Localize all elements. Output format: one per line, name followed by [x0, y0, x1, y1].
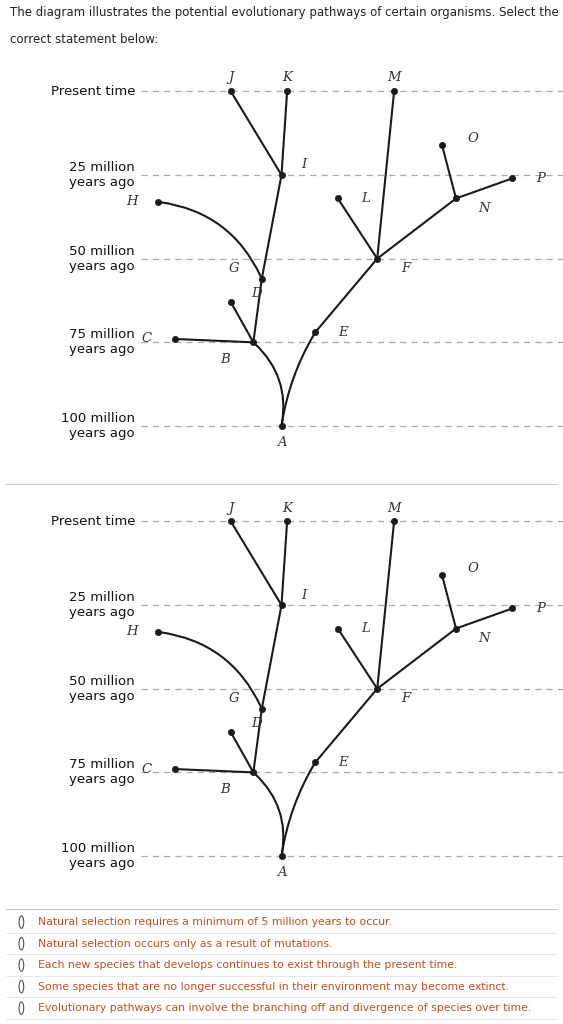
Text: I: I: [301, 589, 307, 601]
Text: 100 million
years ago: 100 million years ago: [61, 842, 135, 870]
Text: B: B: [220, 782, 230, 796]
Text: M: M: [387, 72, 401, 84]
Text: N: N: [479, 632, 490, 645]
Text: A: A: [276, 866, 287, 880]
Text: F: F: [401, 262, 410, 275]
Text: D: D: [251, 718, 261, 730]
Text: Each new species that develops continues to exist through the present time.: Each new species that develops continues…: [38, 961, 458, 970]
Text: 25 million
years ago: 25 million years ago: [69, 591, 135, 620]
Text: 100 million
years ago: 100 million years ago: [61, 412, 135, 440]
Text: G: G: [229, 692, 239, 706]
Text: P: P: [536, 602, 545, 615]
Text: H: H: [127, 196, 138, 208]
Text: A: A: [276, 436, 287, 450]
Text: L: L: [361, 191, 370, 205]
Text: K: K: [282, 72, 292, 84]
Text: P: P: [536, 172, 545, 185]
Text: K: K: [282, 502, 292, 514]
Text: M: M: [387, 502, 401, 514]
Text: L: L: [361, 622, 370, 635]
Text: The diagram illustrates the potential evolutionary pathways of certain organisms: The diagram illustrates the potential ev…: [10, 6, 559, 19]
Text: J: J: [228, 72, 234, 84]
Text: I: I: [301, 159, 307, 171]
Text: G: G: [229, 262, 239, 275]
Text: Present time: Present time: [51, 515, 135, 528]
Text: 50 million
years ago: 50 million years ago: [69, 245, 135, 272]
Text: Natural selection requires a minimum of 5 million years to occur.: Natural selection requires a minimum of …: [38, 918, 392, 927]
Text: 75 million
years ago: 75 million years ago: [69, 759, 135, 786]
Text: H: H: [127, 626, 138, 638]
Text: D: D: [251, 288, 261, 300]
Text: Present time: Present time: [51, 85, 135, 98]
Text: J: J: [228, 502, 234, 514]
Text: E: E: [338, 326, 348, 339]
Text: 25 million
years ago: 25 million years ago: [69, 161, 135, 189]
Text: correct statement below:: correct statement below:: [10, 34, 158, 46]
Text: O: O: [467, 132, 479, 144]
Text: E: E: [338, 756, 348, 769]
Text: 75 million
years ago: 75 million years ago: [69, 329, 135, 356]
Text: C: C: [141, 763, 151, 775]
Text: O: O: [467, 562, 479, 574]
Text: 50 million
years ago: 50 million years ago: [69, 675, 135, 702]
Text: N: N: [479, 202, 490, 215]
Text: B: B: [220, 352, 230, 366]
Text: Some species that are no longer successful in their environment may become extin: Some species that are no longer successf…: [38, 982, 510, 991]
Text: Natural selection occurs only as a result of mutations.: Natural selection occurs only as a resul…: [38, 939, 333, 948]
Text: C: C: [141, 333, 151, 345]
Text: F: F: [401, 692, 410, 706]
Text: Evolutionary pathways can involve the branching off and divergence of species ov: Evolutionary pathways can involve the br…: [38, 1004, 531, 1013]
